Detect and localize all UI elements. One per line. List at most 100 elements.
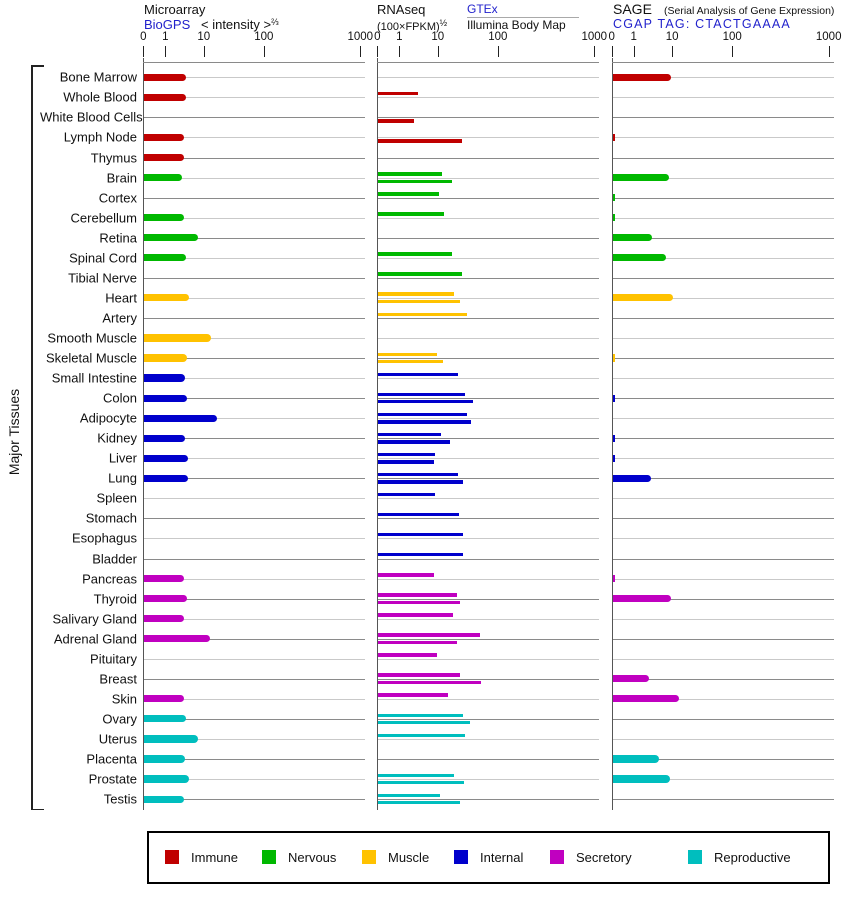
row-line [144, 638, 366, 640]
bar-sage-skeletal-muscle [612, 354, 615, 362]
row-line [612, 358, 834, 359]
row-line [378, 217, 600, 219]
row-line [378, 117, 600, 119]
bar-microarray-spinal-cord [144, 254, 187, 262]
bar-rnaseq-gtex-prostate [378, 773, 455, 778]
legend-label-immune: Immune [191, 850, 238, 865]
row-line [378, 257, 600, 259]
row-line [378, 157, 600, 159]
bar-rnaseq-gtex-skeletal-muscle [378, 352, 438, 356]
bar-sage-heart [612, 294, 673, 302]
panel-2-left-border [611, 58, 613, 810]
row-line [378, 618, 600, 620]
bar-rnaseq-gtex-heart [378, 292, 455, 296]
row-line [612, 558, 834, 560]
bar-microarray-smooth-muscle [144, 334, 212, 342]
bar-microarray-liver [144, 454, 189, 462]
bar-rnaseq-gtex-tibial-nerve [378, 272, 463, 276]
bar-rnaseq-illumina-heart [378, 299, 461, 304]
legend-label-muscle: Muscle [388, 850, 430, 865]
row-line [612, 538, 834, 540]
axis-tick-1-1000 [594, 46, 596, 57]
legend-label-reproductive: Reproductive [714, 850, 791, 865]
sage-title-note: (Serial Analysis of Gene Expression) [664, 5, 835, 17]
row-line [144, 698, 366, 700]
axis-tick-2-1000 [828, 46, 830, 57]
bar-microarray-kidney [144, 434, 186, 442]
bar-microarray-retina [144, 234, 199, 242]
row-line [612, 458, 834, 460]
muscle-swatch [362, 850, 376, 864]
bar-rnaseq-illumina-colon [378, 400, 474, 404]
bar-rnaseq-gtex-liver [378, 452, 436, 457]
cgap-tag-link[interactable]: CGAP TAG: CTACTGAAAA [613, 17, 791, 31]
row-line [378, 177, 600, 179]
bar-microarray-salivary-gland [144, 615, 184, 623]
axis-tick-label-1-100: 100 [488, 31, 508, 43]
row-line [378, 799, 600, 801]
tissue-label-esophagus: Esophagus [71, 530, 137, 546]
gtex-header-cell: GTEx [467, 2, 579, 18]
row-line [378, 277, 600, 279]
tissue-label-cortex: Cortex [98, 190, 137, 206]
bar-sage-brain [612, 173, 669, 182]
rnaseq-scale-exponent: ½ [439, 18, 448, 28]
bar-rnaseq-gtex-testis [378, 793, 441, 798]
row-line [144, 458, 366, 460]
internal-swatch [454, 850, 468, 864]
bar-rnaseq-gtex-adrenal-gland [378, 633, 481, 637]
row-line [144, 759, 366, 760]
bar-rnaseq-illumina-adrenal-gland [378, 640, 458, 645]
axis-tick-0-100 [263, 46, 265, 57]
row-line [612, 478, 834, 480]
bar-microarray-prostate [144, 775, 190, 783]
row-line [378, 678, 600, 680]
bar-rnaseq-illumina-ovary [378, 720, 471, 725]
row-line [612, 137, 834, 139]
microarray-title: Microarray [144, 2, 206, 17]
bar-rnaseq-illumina-skeletal-muscle [378, 360, 444, 364]
bar-microarray-thyroid [144, 595, 188, 603]
bar-rnaseq-gtex-small-intestine [378, 372, 459, 377]
row-line [378, 698, 600, 700]
bar-rnaseq-illumina-lung [378, 480, 464, 484]
row-line [144, 337, 366, 339]
bar-microarray-testis [144, 795, 184, 803]
row-line [144, 799, 366, 801]
row-line [144, 317, 366, 319]
axis-tick-0-1 [165, 46, 167, 57]
rnaseq-title: RNAseq [377, 2, 426, 17]
row-line [378, 638, 600, 640]
bar-microarray-whole-blood [144, 93, 187, 101]
row-line [378, 598, 600, 600]
gtex-link[interactable]: GTEx [467, 2, 498, 16]
bar-microarray-colon [144, 394, 188, 402]
row-line [612, 759, 834, 760]
biogps-link[interactable]: BioGPS [144, 17, 191, 32]
tissue-label-kidney: Kidney [97, 430, 137, 446]
row-line [144, 217, 366, 219]
axis-tick-label-2-0: 0 [608, 31, 615, 43]
row-line [612, 277, 834, 279]
bar-microarray-lymph-node [144, 133, 185, 142]
row-line [612, 217, 834, 219]
axis-tick-label-1-1: 1 [396, 31, 403, 43]
bar-rnaseq-illumina-lymph-node [378, 139, 463, 143]
bar-sage-lymph-node [612, 133, 615, 142]
row-line [612, 638, 834, 640]
bar-rnaseq-gtex-artery [378, 312, 468, 316]
bar-sage-breast [612, 675, 649, 683]
tissue-label-liver: Liver [108, 450, 137, 466]
tissue-label-small-intestine: Small Intestine [51, 370, 137, 386]
row-line [378, 518, 600, 520]
panel-2-top-border [611, 62, 834, 63]
row-line [612, 658, 834, 660]
tissue-label-smooth-muscle: Smooth Muscle [47, 330, 137, 346]
row-line [612, 598, 834, 600]
bar-rnaseq-gtex-whole-blood [378, 91, 418, 96]
axis-tick-0-0 [143, 46, 145, 57]
axis-tick-1-0 [377, 46, 379, 57]
bar-microarray-bone-marrow [144, 73, 187, 81]
